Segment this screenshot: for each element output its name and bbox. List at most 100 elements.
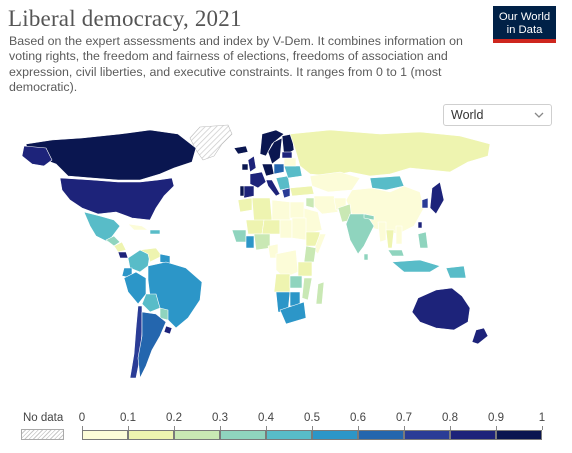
country-australia[interactable] (411, 287, 471, 331)
country-ghana[interactable] (245, 235, 255, 249)
country-peru[interactable] (123, 271, 147, 305)
owid-logo[interactable]: Our World in Data (493, 6, 556, 43)
region-dropdown[interactable]: World (443, 104, 552, 126)
country-italy[interactable] (265, 179, 281, 197)
country-belarus[interactable] (283, 157, 297, 167)
country-kenya[interactable] (303, 245, 317, 263)
country-madagascar[interactable] (315, 281, 325, 305)
page-subtitle: Based on the expert assessments and inde… (9, 34, 463, 94)
country-bolivia[interactable] (141, 293, 161, 313)
legend-tick-mark (496, 426, 497, 430)
legend-bin[interactable] (450, 430, 496, 440)
legend-bin[interactable] (496, 430, 542, 440)
legend-bin[interactable] (358, 430, 404, 440)
country-turkey[interactable] (289, 185, 315, 197)
legend-tick-mark (450, 426, 451, 430)
country-new-zealand[interactable] (471, 327, 489, 345)
legend-tick-mark (128, 426, 129, 430)
country-iraq[interactable] (305, 197, 315, 209)
country-chad[interactable] (279, 219, 293, 239)
country-tanzania[interactable] (297, 261, 313, 277)
country-egypt[interactable] (289, 201, 305, 219)
legend-tick-mark (220, 426, 221, 430)
country-taiwan[interactable] (417, 221, 423, 229)
country-south-korea[interactable] (421, 197, 429, 209)
country-sri-lanka[interactable] (363, 253, 369, 261)
country-japan[interactable] (429, 181, 445, 215)
country-venezuela[interactable] (139, 247, 163, 263)
country-west-africa[interactable] (231, 229, 247, 243)
legend-tick-mark (82, 426, 83, 430)
country-south-africa[interactable] (279, 301, 307, 325)
region-dropdown-value: World (451, 108, 484, 122)
country-myanmar[interactable] (377, 221, 387, 243)
country-india[interactable] (345, 213, 375, 255)
country-norway[interactable] (259, 129, 285, 157)
legend-bin[interactable] (174, 430, 220, 440)
country-costa-rica[interactable] (117, 251, 129, 259)
country-ireland[interactable] (241, 163, 249, 171)
country-malaysia[interactable] (387, 249, 405, 257)
legend-bin[interactable] (220, 430, 266, 440)
country-mexico[interactable] (83, 211, 121, 243)
country-libya[interactable] (271, 199, 291, 221)
legend-tick-mark (542, 426, 543, 430)
country-united-states[interactable] (59, 177, 175, 221)
country-thailand[interactable] (385, 229, 395, 249)
chevron-down-icon (534, 112, 544, 118)
country-united-kingdom[interactable] (247, 155, 257, 173)
country-paraguay[interactable] (159, 307, 169, 321)
country-sudan[interactable] (291, 217, 307, 241)
country-sweden[interactable] (267, 137, 283, 165)
country-mali[interactable] (245, 219, 265, 235)
country-somalia[interactable] (313, 233, 327, 255)
legend-bin[interactable] (404, 430, 450, 440)
country-guatemala[interactable] (105, 235, 121, 247)
country-dr-congo[interactable] (275, 249, 299, 279)
country-mozambique[interactable] (301, 277, 313, 301)
legend-tick-label: 0.1 (120, 412, 136, 424)
country-vietnam[interactable] (395, 225, 403, 245)
country-mongolia[interactable] (369, 175, 405, 191)
country-portugal[interactable] (239, 185, 245, 197)
country-zambia[interactable] (289, 275, 303, 289)
country-baltics[interactable] (281, 151, 293, 159)
country-alaska[interactable] (21, 145, 53, 167)
country-iceland[interactable] (233, 145, 249, 155)
country-cuba[interactable] (127, 223, 149, 231)
country-indonesia[interactable] (391, 259, 441, 273)
country-algeria[interactable] (251, 197, 273, 223)
country-poland[interactable] (273, 163, 285, 175)
country-papua-new-guinea[interactable] (445, 265, 467, 279)
country-greece[interactable] (281, 187, 291, 199)
country-brazil[interactable] (147, 261, 203, 329)
country-kazakhstan[interactable] (309, 171, 361, 193)
country-nigeria[interactable] (253, 233, 271, 251)
legend-tick-label: 0.7 (396, 412, 412, 424)
legend-bin[interactable] (312, 430, 358, 440)
country-morocco[interactable] (237, 197, 253, 213)
legend-bin[interactable] (128, 430, 174, 440)
country-germany[interactable] (261, 163, 275, 177)
world-map[interactable] (0, 122, 572, 404)
legend-nodata-swatch (21, 429, 64, 440)
country-finland[interactable] (281, 133, 295, 157)
country-niger[interactable] (261, 219, 281, 235)
page-title: Liberal democracy, 2021 (8, 6, 242, 31)
country-russia[interactable] (289, 129, 491, 177)
country-uruguay[interactable] (163, 325, 173, 335)
legend-tick-label: 0.6 (350, 412, 366, 424)
country-greenland[interactable] (189, 124, 233, 161)
country-nepal[interactable] (363, 213, 375, 221)
country-canada[interactable] (25, 129, 197, 181)
legend-bin[interactable] (266, 430, 312, 440)
country-hispaniola[interactable] (149, 229, 161, 235)
legend-bin[interactable] (82, 430, 128, 440)
country-nicaragua[interactable] (113, 241, 127, 253)
country-philippines[interactable] (417, 231, 429, 249)
country-france[interactable] (249, 171, 267, 189)
legend-tick-label: 0.9 (488, 412, 504, 424)
country-argentina[interactable] (137, 311, 167, 379)
legend-tick-mark (404, 426, 405, 430)
country-angola[interactable] (273, 273, 291, 293)
